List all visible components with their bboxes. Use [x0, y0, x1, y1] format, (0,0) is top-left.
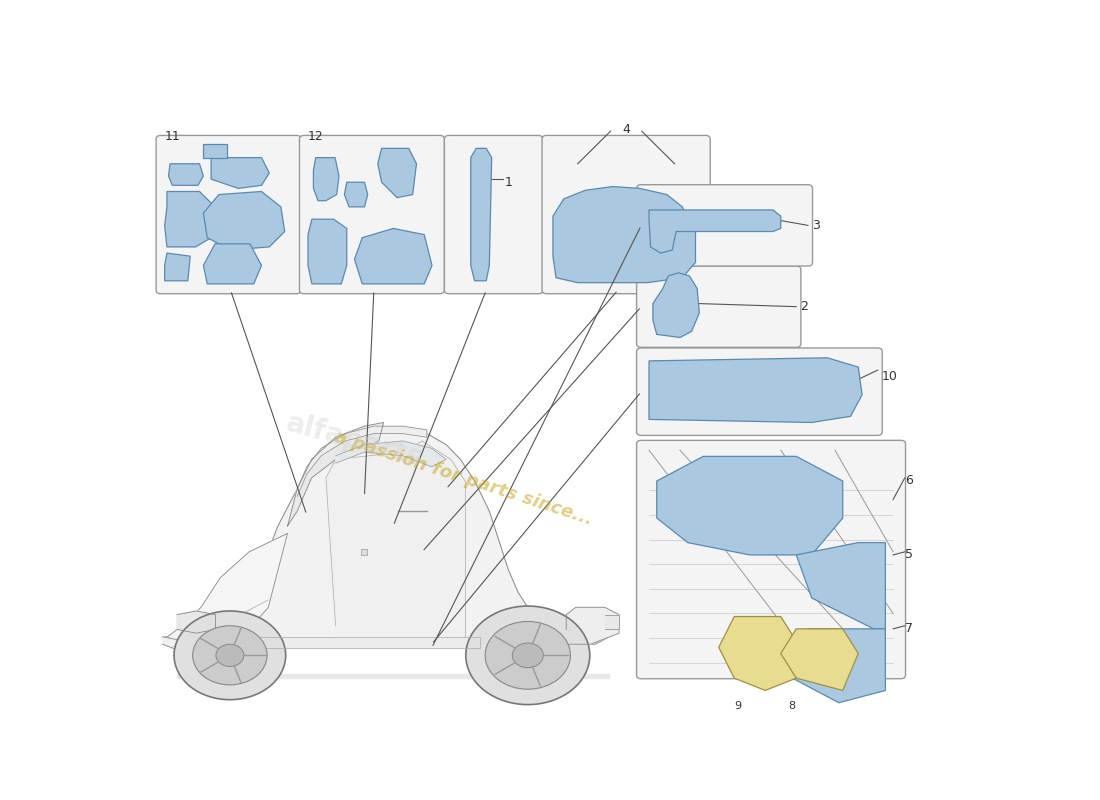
Polygon shape: [314, 158, 339, 201]
Circle shape: [216, 644, 244, 666]
Polygon shape: [781, 629, 858, 690]
Text: 12: 12: [308, 130, 323, 142]
Polygon shape: [566, 607, 619, 644]
Polygon shape: [168, 164, 204, 186]
Polygon shape: [191, 622, 268, 648]
Text: 11: 11: [165, 130, 180, 142]
Polygon shape: [653, 273, 700, 338]
Text: a passion for parts since...: a passion for parts since...: [331, 427, 594, 528]
FancyBboxPatch shape: [542, 135, 711, 294]
Text: 2: 2: [800, 300, 808, 313]
Polygon shape: [167, 534, 287, 644]
Polygon shape: [165, 253, 190, 281]
Polygon shape: [377, 148, 417, 198]
Text: alfaparts: alfaparts: [283, 409, 427, 473]
Polygon shape: [163, 637, 220, 655]
Polygon shape: [258, 637, 480, 648]
FancyBboxPatch shape: [299, 135, 444, 294]
Polygon shape: [480, 618, 575, 648]
Polygon shape: [211, 158, 270, 188]
Polygon shape: [297, 426, 427, 496]
Polygon shape: [165, 191, 214, 247]
Polygon shape: [796, 542, 886, 629]
Text: 6: 6: [905, 474, 913, 487]
Text: 3: 3: [812, 219, 820, 232]
Polygon shape: [204, 191, 285, 250]
Circle shape: [174, 611, 286, 700]
FancyBboxPatch shape: [637, 185, 813, 266]
Polygon shape: [336, 441, 447, 467]
Polygon shape: [177, 611, 216, 633]
Polygon shape: [308, 219, 346, 284]
Polygon shape: [657, 456, 843, 555]
Circle shape: [465, 606, 590, 705]
Polygon shape: [163, 426, 619, 655]
Polygon shape: [177, 674, 609, 678]
Polygon shape: [605, 614, 619, 630]
FancyBboxPatch shape: [637, 440, 905, 678]
FancyBboxPatch shape: [156, 135, 301, 294]
Polygon shape: [326, 441, 465, 644]
Text: 10: 10: [881, 370, 898, 382]
Circle shape: [485, 622, 571, 690]
Text: 1: 1: [505, 176, 513, 189]
Circle shape: [513, 643, 543, 668]
Polygon shape: [287, 422, 384, 526]
Polygon shape: [354, 229, 432, 284]
Polygon shape: [553, 186, 695, 282]
Polygon shape: [649, 210, 781, 253]
Circle shape: [192, 626, 267, 685]
Text: 9: 9: [735, 701, 741, 711]
FancyBboxPatch shape: [637, 348, 882, 435]
Text: 4: 4: [623, 123, 630, 136]
Text: 5: 5: [905, 549, 913, 562]
Polygon shape: [718, 617, 796, 690]
Polygon shape: [204, 244, 262, 284]
FancyBboxPatch shape: [637, 266, 801, 347]
Polygon shape: [649, 358, 862, 422]
Text: 7: 7: [905, 622, 913, 635]
Polygon shape: [471, 148, 492, 281]
Text: 8: 8: [789, 701, 795, 711]
FancyBboxPatch shape: [444, 135, 542, 294]
Polygon shape: [204, 144, 227, 158]
Polygon shape: [344, 182, 367, 207]
Polygon shape: [792, 629, 886, 702]
